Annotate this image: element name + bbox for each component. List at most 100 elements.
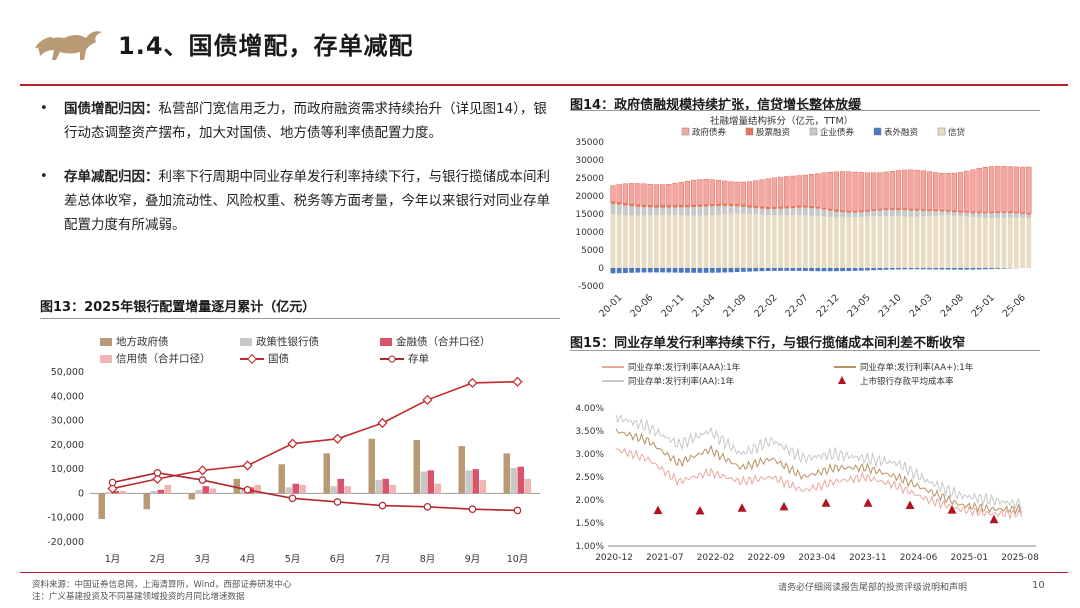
fig13-point	[467, 377, 478, 389]
fig14-bar-segment	[672, 183, 678, 206]
fig14-bar-segment	[709, 268, 715, 273]
fig13-bar	[479, 480, 486, 494]
footer-divider	[20, 572, 1068, 573]
fig13-point	[243, 485, 252, 494]
fig14-bar-segment	[666, 205, 672, 208]
fig13-bar	[164, 484, 171, 494]
legend-swatch	[380, 338, 392, 346]
fig14-bar-segment	[809, 268, 814, 272]
fig14-bar-segment	[641, 183, 647, 206]
bullet-text: 私营部门宽信用乏力，而政府融资需求持续抬升（详见图14），银行动态调整资产摆布，…	[64, 101, 547, 141]
fig13-point	[332, 433, 343, 444]
fig13-x-tick-label: 7月	[375, 554, 391, 565]
fig14-bar-segment	[747, 205, 752, 208]
fig14-bar-segment	[734, 181, 740, 205]
fig14-bar-segment	[852, 268, 858, 271]
fig14-bar-segment	[877, 172, 883, 210]
fig14-bar-segment	[808, 174, 815, 207]
fig14-bar-segment	[840, 212, 846, 218]
fig14-bar-segment	[610, 201, 616, 204]
bullet-item-1: • 国债增配归因：私营部门宽信用乏力，而政府融资需求持续抬升（详见图14），银行…	[40, 97, 560, 145]
fig13-bar	[292, 483, 299, 494]
legend-swatch	[240, 338, 252, 346]
fig14-bar-segment	[895, 170, 902, 209]
fig13-y-tick-label: 30,000	[51, 416, 84, 427]
fig14-bar-segment	[740, 206, 746, 214]
fig13-bar	[119, 491, 126, 494]
fig14-bar-segment	[871, 209, 877, 212]
bullet-label: 存单减配归因：	[64, 169, 159, 185]
fig14-bar-segment	[989, 213, 994, 219]
fig14-bar-segment	[653, 184, 660, 206]
fig14-bar-segment	[678, 215, 684, 268]
fig14-bar-segment	[933, 209, 939, 212]
fig14-bar-segment	[635, 206, 641, 216]
fig14-bar-segment	[802, 268, 808, 272]
fig14-bar-segment	[945, 210, 951, 212]
fig14-bar-segment	[747, 207, 752, 214]
fig14-bar-segment	[796, 268, 802, 271]
fig14-bar-segment	[740, 268, 746, 272]
fig14-bar-segment	[1020, 217, 1025, 268]
fig14-bar-segment	[877, 209, 883, 211]
fig14-bar-segment	[914, 268, 920, 270]
fig14-bar-segment	[1001, 212, 1007, 218]
fig14-bar-segment	[889, 268, 895, 270]
fig14-bar-segment	[995, 213, 1001, 219]
fig13-y-tick-label: -10,000	[47, 513, 84, 524]
fig14-bar-segment	[1020, 212, 1025, 214]
fig14-bar-segment	[945, 211, 951, 216]
fig13-x-tick-label: 10月	[507, 554, 529, 565]
fig14-bar-segment	[889, 208, 895, 211]
fig13-bar	[105, 492, 112, 494]
fig14-bar-segment	[908, 210, 914, 217]
fig14-bar-segment	[703, 206, 709, 216]
fig14-bar-segment	[827, 216, 833, 268]
fig13-point	[422, 394, 433, 406]
fig13-point	[468, 505, 477, 514]
fig15-y-tick-label: 4.00%	[575, 404, 604, 414]
fig14-bar-segment	[623, 268, 628, 273]
fig13-point	[242, 460, 253, 471]
fig15-deposit-cost-marker	[695, 506, 705, 515]
fig14-bar-segment	[629, 268, 635, 273]
fig15-series-line	[615, 414, 1023, 512]
fig14-bar-segment	[765, 215, 771, 268]
fig14-bar-segment	[666, 268, 672, 273]
fig14-bar-segment	[771, 177, 777, 208]
fig14-bar-segment	[703, 204, 709, 207]
fig14-bar-segment	[970, 169, 976, 213]
fig14-bar-segment	[622, 183, 629, 204]
fig13-bar	[195, 489, 202, 494]
fig14-bar-segment	[933, 211, 939, 216]
fig15-title-rule	[570, 350, 1040, 351]
page-number: 10	[1032, 580, 1045, 591]
fig14-bar-segment	[976, 217, 982, 268]
fig15-legend-marker	[838, 376, 846, 384]
fig14-bar-segment	[765, 209, 771, 216]
fig14-bar-segment	[647, 205, 653, 208]
fig15-deposit-cost-marker	[737, 503, 747, 512]
fig14-bar-segment	[771, 268, 777, 271]
fig13-x-tick-label: 6月	[330, 554, 346, 565]
fig14-bar-segment	[740, 213, 746, 268]
fig14-bar-segment	[691, 205, 697, 208]
fig15-title: 图15：同业存单发行利率持续下行，与银行揽储成本间利差不断收窄	[570, 336, 966, 351]
fig14-bar-segment	[784, 215, 790, 268]
fig13-bar	[389, 484, 396, 494]
fig14-bar-segment	[691, 207, 697, 216]
fig14-bar-segment	[927, 215, 932, 268]
fig14-bar-segment	[660, 184, 666, 206]
fig14-bar-segment	[951, 212, 957, 216]
fig13-y-tick-label: 10,000	[51, 464, 84, 475]
fig13-bar	[143, 493, 150, 510]
fig13-point	[288, 494, 297, 503]
fig13-point	[153, 468, 162, 477]
legend-label: 信用债（合并口径）	[116, 353, 211, 365]
fig14-bar-segment	[734, 268, 740, 273]
fig14-bar-segment	[889, 210, 895, 217]
fig14-bar-segment	[926, 171, 933, 210]
fig14-bar-segment	[896, 216, 901, 268]
fig14-bar-segment	[691, 215, 697, 268]
fig14-bar-segment	[802, 174, 808, 207]
